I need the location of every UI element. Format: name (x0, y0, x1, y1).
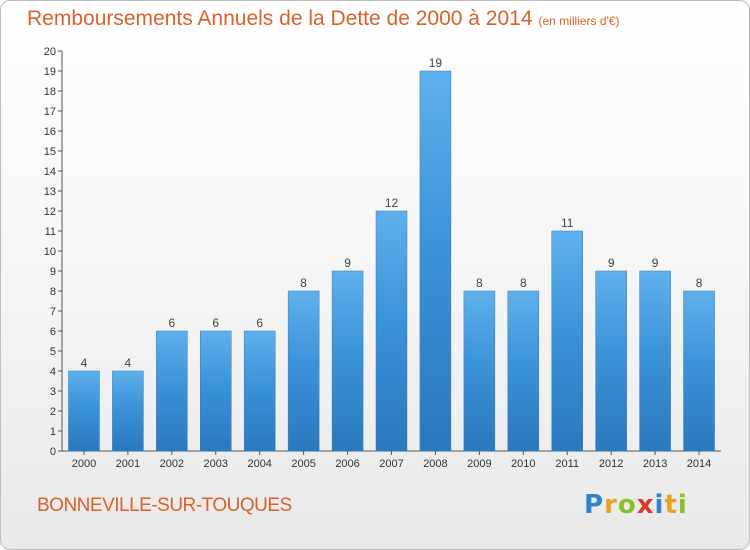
x-tick-label: 2012 (599, 458, 623, 470)
data-label: 6 (256, 316, 263, 330)
bar (683, 290, 715, 452)
y-tick-label: 20 (44, 46, 56, 58)
y-tick-label: 5 (50, 346, 56, 358)
bar (68, 370, 100, 452)
y-tick-label: 3 (50, 386, 56, 398)
x-tick-label: 2006 (335, 458, 359, 470)
data-label: 4 (81, 356, 88, 370)
x-tick-label: 2009 (467, 458, 491, 470)
logo-letter: r (604, 490, 618, 520)
y-tick-label: 8 (50, 286, 56, 298)
chart-unit-label: (en milliers d'€) (538, 14, 620, 28)
y-tick-label: 9 (50, 266, 56, 278)
logo-letter: o (617, 490, 637, 520)
y-tick-label: 16 (44, 126, 56, 138)
y-tick-label: 10 (44, 246, 56, 258)
y-tick-label: 12 (44, 206, 56, 218)
y-tick-label: 18 (44, 86, 56, 98)
x-tick-label: 2010 (511, 458, 535, 470)
bar-series (68, 70, 715, 452)
logo-letter: i (654, 490, 665, 520)
y-tick-label: 13 (44, 186, 56, 198)
x-tick-label: 2004 (247, 458, 271, 470)
y-tick-label: 11 (45, 226, 56, 238)
data-label: 9 (652, 256, 659, 270)
data-label: 4 (125, 356, 132, 370)
x-tick-label: 2013 (643, 458, 667, 470)
y-tick-label: 4 (50, 366, 56, 378)
logo-letter: x (636, 490, 655, 520)
bar (419, 70, 452, 452)
data-label: 19 (429, 56, 443, 70)
x-tick-label: 2003 (204, 458, 228, 470)
data-label: 9 (344, 256, 351, 270)
y-tick-label: 6 (50, 326, 56, 338)
y-tick-label: 0 (50, 446, 56, 458)
y-tick-label: 14 (44, 166, 56, 178)
logo-letter: i (677, 490, 688, 520)
proxiti-logo: Proxiti (584, 490, 688, 520)
bar (200, 330, 232, 452)
logo-letter: P (584, 490, 605, 520)
data-label: 12 (385, 196, 399, 210)
bar (375, 210, 408, 452)
y-tick-label: 7 (50, 306, 56, 318)
bar (331, 270, 364, 452)
x-tick-label: 2000 (72, 458, 96, 470)
data-label: 11 (561, 216, 574, 230)
chart-title: Remboursements Annuels de la Dette de 20… (27, 7, 620, 31)
bar (287, 290, 320, 452)
x-tick-label: 2014 (687, 458, 711, 470)
logo-letter: t (664, 490, 678, 520)
bar (507, 290, 540, 452)
y-tick-label: 15 (44, 146, 56, 158)
x-tick-label: 2002 (160, 458, 184, 470)
bar (639, 270, 671, 452)
x-tick-label: 2007 (379, 458, 403, 470)
x-tick-label: 2008 (423, 458, 447, 470)
city-name: BONNEVILLE-SUR-TOUQUES (37, 495, 292, 516)
data-label: 8 (476, 276, 483, 290)
x-tick-label: 2011 (555, 458, 579, 470)
bar (112, 370, 144, 452)
data-label: 8 (696, 276, 703, 290)
bar (463, 290, 496, 452)
bar (595, 270, 627, 452)
bar (551, 230, 583, 452)
y-tick-label: 1 (50, 426, 56, 438)
data-label: 8 (520, 276, 527, 290)
data-label: 9 (608, 256, 615, 270)
data-label: 6 (212, 316, 219, 330)
bar (243, 330, 276, 452)
x-tick-label: 2001 (116, 458, 140, 470)
data-label: 8 (300, 276, 307, 290)
bar (156, 330, 188, 452)
x-tick-label: 2005 (291, 458, 315, 470)
y-tick-label: 19 (44, 66, 56, 78)
y-tick-label: 2 (50, 406, 56, 418)
data-labels: 4 4 6 6 6 8 9 12 19 8 8 11 9 9 8 (81, 56, 703, 370)
data-label: 6 (168, 316, 175, 330)
y-tick-label: 17 (44, 106, 56, 118)
chart-title-text: Remboursements Annuels de la Dette de 20… (27, 7, 533, 30)
